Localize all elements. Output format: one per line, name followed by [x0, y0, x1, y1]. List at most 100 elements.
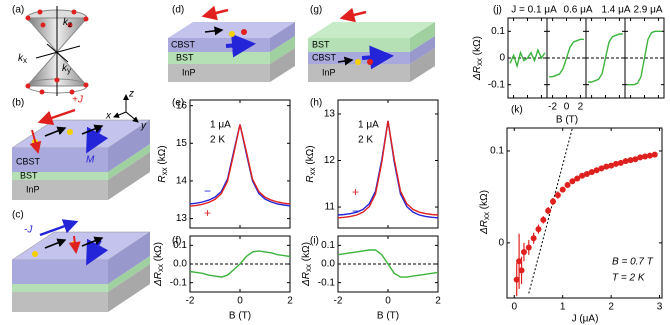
panel-label: (b) [12, 98, 24, 109]
series-group [627, 30, 662, 86]
layer-label: CBST [312, 52, 337, 62]
data-point [588, 169, 595, 176]
series-group [549, 38, 584, 78]
axis-title: ΔRxx (kΩ) [472, 36, 484, 81]
axis-title-base: R [157, 175, 168, 182]
data-point [603, 163, 610, 170]
plot-frame [506, 127, 663, 299]
panel-label: (f) [172, 236, 181, 247]
panel-labels: (a) (b) (c) (d) (e) (f) (g) (h) (i) (j) … [12, 5, 523, 247]
axis-title-rest: (kΩ) [301, 242, 312, 264]
label-base: k [18, 53, 24, 64]
series-group [338, 249, 438, 278]
axis-title-sub: xx [482, 212, 491, 220]
series-line [509, 48, 546, 69]
subpanel-title: J = 0.1 μA [511, 5, 557, 16]
x-axis-title: B (T) [229, 311, 251, 322]
panel-label: (g) [310, 5, 322, 16]
x-tick-label: 2 [287, 296, 293, 307]
panel-label: (k) [511, 105, 523, 116]
axis-title: Rxx (kΩ) [305, 145, 317, 182]
magnetization-label: M [86, 155, 95, 166]
data-point [637, 154, 644, 161]
y-tick-label: 13 [324, 109, 336, 120]
annotation: 2 K [210, 135, 225, 146]
axis-title-sub: xx [304, 264, 313, 272]
y-tick-label: -0.1 [488, 79, 506, 90]
y-tick-label: 0.1 [491, 26, 505, 37]
x-tick-label: 2 [578, 102, 584, 113]
data-group [513, 128, 658, 297]
layer-label: CBST [16, 156, 41, 166]
series-line [190, 124, 290, 207]
axis-title-sub: xx [475, 58, 484, 66]
data-point [554, 192, 561, 199]
panel-label: (i) [310, 236, 319, 247]
x-tick-label: 0 [237, 296, 243, 307]
axis-title-base: ΔR [153, 272, 164, 287]
data-point [642, 153, 649, 160]
y-tick-label: 0.0 [321, 259, 335, 270]
data-point [632, 156, 639, 163]
subpanel-title: 0.6 μA [563, 5, 592, 16]
x-axis-title: B (T) [377, 311, 399, 322]
axis-title-rest: (kΩ) [153, 242, 164, 264]
data-point [516, 258, 523, 265]
legend-entry: − [204, 184, 211, 198]
current-label: -J [24, 225, 33, 236]
axis-title-rest: (kΩ) [472, 36, 483, 58]
data-point [559, 186, 566, 193]
axis-title: ΔRxx (kΩ) [479, 190, 491, 235]
x-tick-label: 2 [608, 302, 614, 313]
axis-x: x [105, 111, 112, 122]
annotation: T = 2 K [612, 273, 646, 284]
data-point [598, 165, 605, 172]
series-group [338, 120, 438, 219]
data-point [574, 175, 581, 182]
x-tick-label: -2 [548, 102, 557, 113]
y-tick-label: 15 [176, 138, 188, 149]
axis-title: ΔRxx (kΩ) [153, 242, 165, 287]
series-group [509, 48, 546, 69]
x-tick-label: 0 [564, 102, 570, 113]
data-point [593, 167, 600, 174]
y-tick-label: 11 [325, 202, 336, 213]
axis-title-rest: (kΩ) [479, 190, 490, 212]
axis-title-base: ΔR [301, 272, 312, 287]
x-tick-label: 2 [435, 296, 441, 307]
series-line [549, 38, 584, 78]
x-axis-title: B (T) [556, 115, 578, 126]
data-point [612, 160, 619, 167]
panel-label: (a) [12, 5, 24, 16]
data-point [583, 170, 590, 177]
data-point [617, 159, 624, 166]
axis-y: y [140, 121, 147, 132]
data-point [520, 249, 527, 256]
panel-label: (h) [310, 98, 322, 109]
data-point [540, 216, 547, 223]
data-point [622, 158, 629, 165]
x-axis-title: J (μA) [572, 314, 599, 325]
data-point [646, 152, 653, 159]
layer-label: InP [26, 184, 40, 194]
label-sub: y [67, 66, 71, 75]
layer-label: BST [312, 39, 330, 49]
y-tick-label: 0.1 [173, 240, 187, 251]
annotation: 1 μA [358, 120, 379, 131]
axis-title-sub: xx [308, 167, 317, 175]
device-c: -J [11, 219, 151, 312]
data-point [535, 226, 542, 233]
layer-label: InP [322, 67, 336, 77]
data-point [564, 181, 571, 188]
series-line [627, 30, 662, 86]
y-tick-label: 0.0 [173, 259, 187, 270]
legend-entry: + [204, 206, 211, 220]
y-tick-label: 0.1 [490, 146, 504, 157]
series-line [588, 33, 623, 83]
series-line [190, 250, 290, 278]
y-tick-label: 0 [499, 53, 505, 64]
panel-label: (e) [172, 98, 184, 109]
current-label: +J [72, 95, 84, 106]
series-group [190, 250, 290, 278]
